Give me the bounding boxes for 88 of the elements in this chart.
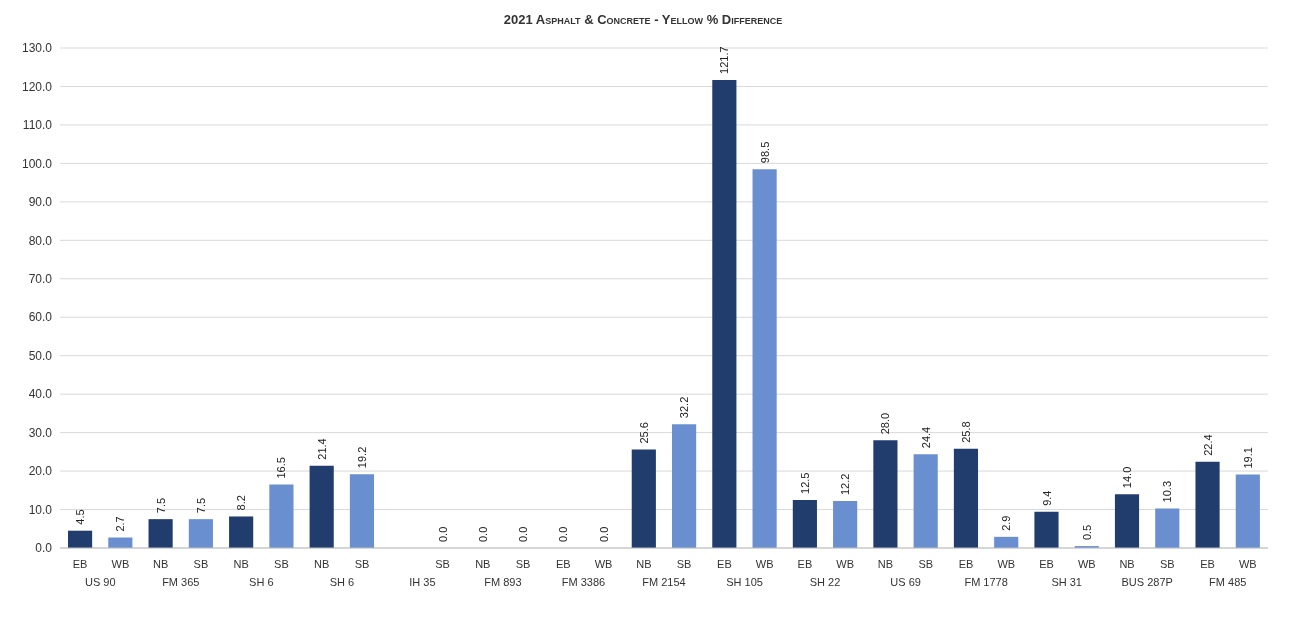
data-label: 9.4 bbox=[1040, 490, 1053, 506]
data-label: 2.7 bbox=[114, 516, 127, 532]
x-tick-label: EB bbox=[555, 558, 571, 570]
text: SH 31 bbox=[1051, 576, 1082, 588]
text: US 90 bbox=[84, 576, 116, 588]
data-label: 98.5 bbox=[758, 141, 771, 164]
x-tick-label: NB bbox=[636, 558, 652, 570]
data-label: 16.5 bbox=[275, 457, 288, 479]
x-tick-label: EB bbox=[797, 558, 813, 570]
y-tick-label: 50.0 bbox=[28, 348, 53, 363]
x-tick-label: NB bbox=[877, 558, 894, 570]
x-tick-label: NB bbox=[233, 558, 249, 570]
data-label: 0.0 bbox=[436, 526, 449, 542]
data-label: 121.7 bbox=[718, 46, 731, 74]
y-tick-label: 0.0 bbox=[35, 541, 53, 556]
x-tick-label: NB bbox=[1119, 558, 1135, 570]
x-tick-label: EB bbox=[717, 558, 732, 570]
data-label: 12.5 bbox=[798, 472, 811, 494]
x-tick-label: EB bbox=[958, 558, 974, 570]
x-tick-label: EB bbox=[72, 558, 88, 570]
x-tick-label: SB bbox=[918, 558, 934, 570]
y-tick-label: 20.0 bbox=[28, 464, 53, 479]
text: FM 485 bbox=[1209, 576, 1247, 588]
y-tick-label: 100.0 bbox=[21, 156, 53, 171]
data-label: 7.5 bbox=[154, 497, 167, 514]
x-tick-label: WB bbox=[594, 558, 613, 570]
text: US 69 bbox=[890, 576, 921, 588]
text: SH 6 bbox=[249, 576, 274, 588]
data-label: 28.0 bbox=[879, 412, 892, 435]
data-label: 7.5 bbox=[194, 497, 207, 514]
data-label: 2.9 bbox=[1000, 515, 1013, 531]
text: SH 22 bbox=[809, 576, 841, 588]
data-label: 0.0 bbox=[517, 526, 530, 542]
text: FM 2154 bbox=[642, 576, 686, 588]
data-label: 19.2 bbox=[356, 446, 368, 469]
y-tick-label: 130.0 bbox=[21, 41, 53, 56]
data-label: 12.2 bbox=[839, 473, 852, 496]
data-label: 0.5 bbox=[1080, 524, 1093, 541]
y-tick-label: 30.0 bbox=[28, 425, 53, 440]
y-tick-label: 80.0 bbox=[28, 233, 53, 248]
x-tick-label: SB bbox=[435, 558, 450, 570]
x-tick-label: SB bbox=[354, 558, 370, 570]
y-tick-label: 90.0 bbox=[28, 195, 53, 210]
data-label: 25.8 bbox=[960, 421, 972, 443]
x-tick-label: SB bbox=[274, 558, 289, 570]
x-tick-label: WB bbox=[1077, 558, 1096, 570]
text: FM 1778 bbox=[964, 576, 1008, 588]
text: FM 893 bbox=[484, 576, 522, 588]
data-label: 0.0 bbox=[557, 526, 570, 542]
x-tick-label: EB bbox=[1200, 558, 1215, 570]
x-tick-label: WB bbox=[997, 558, 1016, 570]
text: SH 6 bbox=[329, 576, 355, 588]
text: SH 105 bbox=[726, 576, 763, 588]
data-label: 25.6 bbox=[637, 422, 650, 444]
data-label: 22.4 bbox=[1201, 434, 1214, 456]
y-tick-label: 10.0 bbox=[28, 502, 53, 517]
y-tick-label: 120.0 bbox=[21, 79, 53, 94]
x-tick-label: NB bbox=[314, 558, 330, 570]
x-tick-label: SB bbox=[1159, 558, 1175, 570]
x-tick-label: EB bbox=[1039, 558, 1054, 570]
x-tick-label: SB bbox=[515, 558, 531, 570]
text: BUS 287P bbox=[1121, 576, 1173, 588]
data-label: 32.2 bbox=[678, 396, 691, 419]
data-label: 0.0 bbox=[476, 526, 489, 542]
data-label: 0.0 bbox=[597, 526, 610, 542]
x-tick-label: WB bbox=[755, 558, 774, 570]
text: FM 365 bbox=[162, 576, 200, 588]
data-label: 24.4 bbox=[919, 426, 932, 449]
x-tick-label: SB bbox=[193, 558, 209, 570]
text: IH 35 bbox=[409, 576, 436, 588]
data-label: 4.5 bbox=[74, 509, 87, 525]
x-tick-label: NB bbox=[475, 558, 491, 570]
x-tick-label: SB bbox=[676, 558, 692, 570]
y-tick-label: 40.0 bbox=[28, 387, 53, 402]
x-tick-label: WB bbox=[111, 558, 130, 570]
y-tick-label: 60.0 bbox=[28, 310, 53, 325]
y-tick-label: 70.0 bbox=[28, 272, 53, 287]
data-label: 8.2 bbox=[235, 495, 248, 511]
x-tick-label: WB bbox=[1239, 558, 1257, 570]
data-label: 19.1 bbox=[1241, 447, 1254, 469]
text: FM 3386 bbox=[561, 576, 606, 588]
y-tick-label: 110.0 bbox=[22, 118, 53, 133]
data-label: 14.0 bbox=[1121, 466, 1134, 489]
x-tick-label: WB bbox=[836, 558, 855, 570]
data-label: 21.4 bbox=[315, 438, 328, 460]
data-label: 10.3 bbox=[1161, 480, 1174, 503]
chart-title: 2021 Asphalt & Concrete - Yellow % Difference bbox=[502, 12, 784, 27]
x-tick-label: NB bbox=[153, 558, 169, 570]
